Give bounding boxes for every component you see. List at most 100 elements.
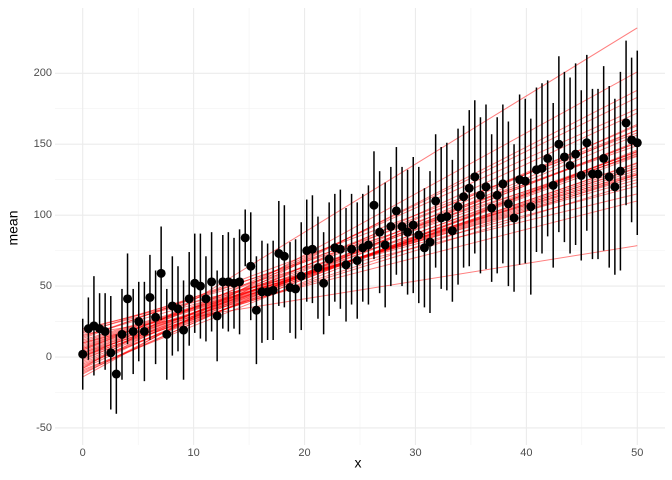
point (324, 254, 334, 264)
fit-line (82, 96, 638, 368)
point (604, 172, 614, 182)
x-tick-label: 10 (188, 447, 200, 459)
point (621, 118, 631, 128)
point (431, 196, 441, 206)
fit-line (82, 182, 638, 354)
x-tick-label: 20 (298, 447, 310, 459)
point (341, 260, 351, 270)
fit-line (82, 71, 638, 378)
point (145, 292, 155, 302)
point (151, 312, 161, 322)
point (380, 240, 390, 250)
point (414, 230, 424, 240)
point (520, 176, 530, 186)
point (487, 203, 497, 213)
point (296, 271, 306, 281)
point (100, 326, 110, 336)
point (319, 278, 329, 288)
x-tick-label: 30 (409, 447, 421, 459)
x-axis-title: x (355, 455, 362, 471)
point (526, 202, 536, 212)
point (111, 369, 121, 379)
point (391, 206, 401, 216)
point (582, 138, 592, 148)
point (195, 281, 205, 291)
point (363, 240, 373, 250)
point (307, 244, 317, 254)
point (184, 294, 194, 304)
point (291, 284, 301, 294)
point (335, 244, 345, 254)
point (408, 220, 418, 230)
fit-line (82, 174, 638, 357)
point (559, 152, 569, 162)
point (481, 182, 491, 192)
point (207, 277, 217, 287)
point (548, 180, 558, 190)
point (425, 237, 435, 247)
y-tick-label: 200 (34, 67, 52, 79)
point (470, 172, 480, 182)
point (498, 179, 508, 189)
point (313, 263, 323, 273)
point (173, 304, 183, 314)
point (279, 251, 289, 261)
point (156, 268, 166, 278)
y-tick-label: 100 (34, 209, 52, 221)
point (397, 222, 407, 231)
point (403, 227, 413, 237)
point (268, 285, 278, 295)
fit-line (82, 108, 638, 358)
point (509, 213, 519, 223)
point (475, 190, 485, 200)
point (599, 153, 609, 163)
y-tick-label: 0 (46, 351, 52, 363)
point (78, 349, 88, 359)
y-axis-title: mean (5, 210, 21, 245)
x-tick-label: 40 (520, 447, 532, 459)
fit-line (82, 200, 638, 344)
y-tick-label: 150 (34, 138, 52, 150)
x-tick-label: 0 (80, 447, 86, 459)
point (347, 244, 357, 254)
point (576, 170, 586, 180)
x-tick-label: 50 (631, 447, 643, 459)
point (543, 153, 553, 163)
point (375, 227, 385, 237)
point (123, 294, 133, 304)
y-tick-label: -50 (36, 422, 52, 434)
point (610, 182, 620, 192)
point (240, 233, 250, 243)
fit-line (82, 125, 638, 361)
point (593, 169, 603, 179)
point (554, 139, 564, 149)
point (134, 317, 144, 327)
point (565, 160, 575, 170)
point (537, 163, 547, 173)
point (503, 199, 513, 209)
point (352, 256, 362, 266)
point (162, 329, 172, 339)
y-tick-label: 50 (40, 280, 52, 292)
point (117, 329, 127, 339)
point (235, 277, 245, 287)
point (386, 222, 396, 231)
point (106, 348, 116, 358)
point (459, 192, 469, 202)
point (246, 261, 256, 271)
point (212, 311, 222, 321)
point (447, 226, 457, 236)
point (139, 326, 149, 336)
point (453, 202, 463, 212)
point (128, 326, 138, 336)
point (369, 200, 379, 210)
point (251, 305, 261, 315)
point (464, 183, 474, 193)
point (632, 138, 642, 148)
point (201, 294, 211, 304)
point (615, 166, 625, 176)
point (442, 212, 452, 222)
point (492, 190, 502, 200)
point (571, 149, 581, 159)
